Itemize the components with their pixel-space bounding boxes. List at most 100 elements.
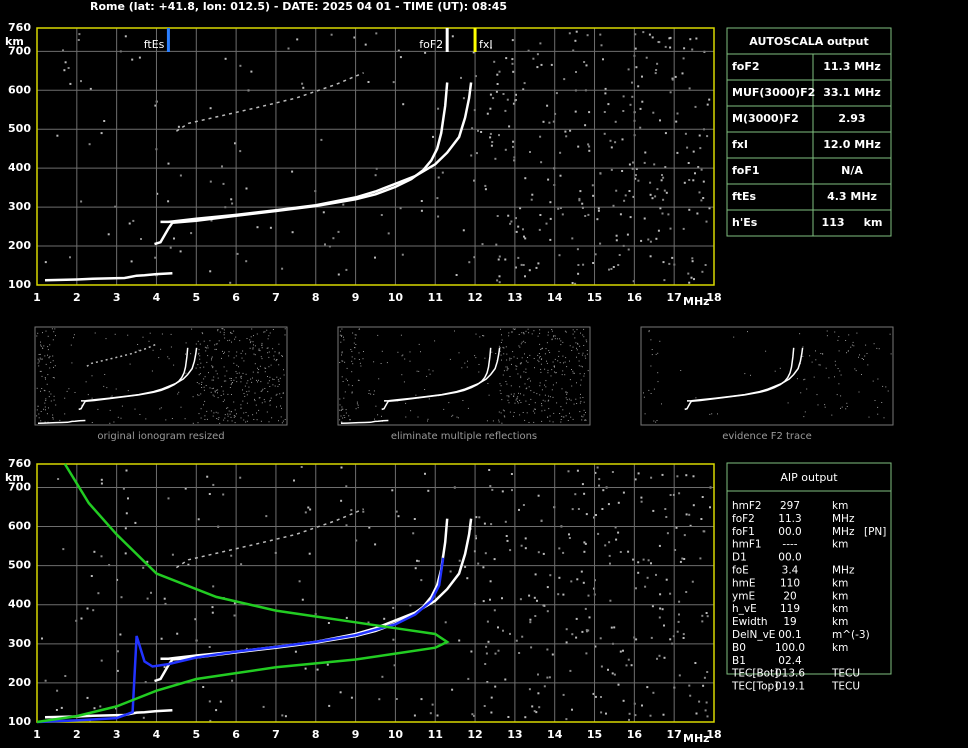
noise	[261, 358, 263, 360]
noise	[484, 663, 487, 665]
noise	[341, 352, 343, 354]
noise	[208, 646, 211, 648]
noise	[591, 184, 594, 187]
noise	[280, 397, 282, 399]
noise	[650, 339, 652, 341]
noise	[204, 419, 206, 420]
noise	[217, 377, 219, 379]
noise	[538, 361, 540, 363]
noise	[533, 391, 535, 393]
noise	[473, 256, 476, 259]
noise	[428, 369, 430, 371]
x-tick-label: 7	[272, 728, 280, 741]
noise	[530, 380, 531, 382]
noise	[587, 213, 590, 216]
noise	[575, 71, 577, 73]
noise	[231, 382, 233, 384]
noise	[41, 358, 43, 360]
noise	[64, 397, 66, 399]
noise	[355, 344, 357, 345]
noise	[834, 376, 835, 378]
noise	[532, 410, 534, 412]
noise	[431, 703, 434, 706]
noise	[525, 388, 527, 390]
noise	[190, 353, 192, 355]
noise	[882, 385, 884, 387]
noise	[552, 421, 554, 423]
noise	[41, 637, 43, 640]
noise	[270, 397, 272, 399]
noise	[251, 328, 253, 330]
noise	[551, 339, 553, 341]
noise	[803, 416, 805, 418]
noise	[664, 132, 667, 135]
noise	[265, 515, 268, 518]
noise	[367, 81, 370, 83]
noise	[424, 51, 427, 54]
noise	[604, 544, 607, 547]
trace	[44, 272, 173, 282]
noise	[247, 380, 249, 382]
noise	[540, 371, 542, 373]
noise	[109, 409, 111, 411]
noise	[100, 478, 103, 481]
noise	[584, 607, 587, 610]
noise	[666, 532, 669, 535]
noise	[466, 577, 469, 580]
noise	[273, 355, 275, 357]
noise	[217, 412, 219, 414]
noise	[78, 33, 81, 36]
noise	[216, 343, 218, 345]
noise	[269, 386, 271, 387]
noise	[530, 398, 532, 400]
noise	[510, 385, 512, 387]
noise	[604, 87, 607, 90]
noise	[541, 405, 543, 407]
noise	[504, 520, 507, 523]
noise	[692, 475, 695, 478]
noise	[867, 364, 869, 366]
y-tick-label: 400	[8, 161, 31, 174]
y-tick-label: 600	[8, 520, 31, 533]
y-tick-label: 500	[8, 559, 31, 572]
noise	[669, 494, 672, 496]
noise	[236, 381, 238, 383]
noise	[573, 403, 575, 405]
noise	[576, 248, 579, 251]
noise	[545, 348, 547, 350]
noise	[675, 526, 678, 529]
noise	[576, 403, 578, 404]
noise	[834, 360, 836, 362]
noise	[268, 421, 270, 423]
noise	[451, 688, 454, 691]
noise	[637, 472, 640, 475]
noise	[347, 380, 348, 382]
noise	[478, 516, 481, 519]
noise	[202, 333, 204, 335]
noise	[146, 597, 149, 600]
noise	[588, 145, 591, 148]
noise	[527, 357, 528, 358]
aip-unit: TECU	[831, 668, 860, 680]
noise	[278, 384, 280, 385]
noise	[624, 194, 627, 197]
noise	[511, 39, 514, 42]
noise	[678, 600, 681, 603]
noise	[557, 207, 560, 210]
noise	[199, 373, 201, 375]
noise	[243, 393, 245, 394]
noise	[221, 165, 223, 168]
noise	[197, 422, 199, 424]
noise	[658, 544, 661, 547]
noise	[634, 177, 637, 180]
noise	[650, 562, 652, 565]
noise	[819, 364, 821, 366]
noise	[278, 353, 280, 355]
noise	[86, 607, 89, 610]
noise	[93, 707, 96, 710]
thumbnail-trace	[381, 347, 492, 411]
aip-unit: km	[832, 616, 848, 628]
x-tick-label: 12	[467, 291, 482, 304]
noise	[649, 255, 652, 258]
